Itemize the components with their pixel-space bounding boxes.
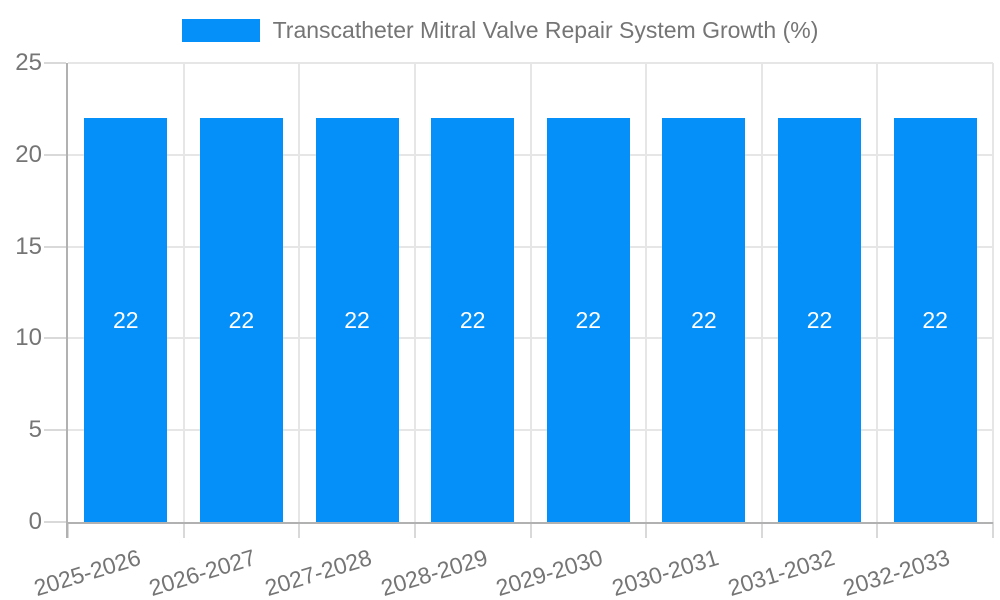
bar[interactable] [778,118,862,522]
bar[interactable] [546,118,630,522]
bar-value-label: 22 [113,307,139,334]
y-axis-label: 0 [28,508,42,535]
bar-value-label: 22 [922,307,948,334]
y-axis-label: 15 [15,232,42,260]
y-axis-tick [44,337,66,340]
x-axis-tick [992,522,994,538]
bar[interactable] [84,118,168,522]
y-axis-tick [44,153,66,156]
bar-value-label: 22 [459,307,486,334]
bar[interactable] [662,118,746,522]
bar-value-label: 22 [691,307,717,334]
y-axis-label: 10 [15,324,42,352]
plot-area: 22 22 22 22 22 22 22 22 0 5 10 15 20 25 2025-2026 2026-… [15,49,994,600]
bar-value-label: 22 [344,307,370,334]
gridline-vertical [876,63,879,522]
x-axis-line [66,522,993,524]
x-axis-tick [298,522,301,538]
legend: Transcatheter Mitral Valve Repair System… [0,17,1000,44]
bar-value-label: 22 [228,307,255,334]
x-axis-tick [67,522,69,538]
y-axis-tick [44,429,66,432]
y-axis-label: 25 [15,49,42,76]
y-axis-tick [44,521,66,523]
gridline-vertical [298,63,301,522]
legend-label: Transcatheter Mitral Valve Repair System… [272,17,819,43]
y-axis-label: 20 [15,140,42,168]
x-axis-tick [645,522,648,538]
gridline-vertical [645,63,648,522]
x-axis-tick [876,522,879,538]
bar[interactable] [431,118,515,522]
bar-value-label: 22 [806,307,833,334]
gridline-vertical [182,63,185,522]
gridline-vertical [992,63,994,522]
x-axis-tick [529,522,532,538]
x-axis-tick [413,522,416,538]
legend-swatch [181,19,260,42]
y-axis-label: 5 [28,416,42,444]
y-axis-tick [44,245,66,248]
bar[interactable] [199,118,283,522]
bar[interactable] [315,118,399,522]
y-axis-tick [44,62,66,64]
gridline-vertical [529,63,532,522]
gridline-vertical [760,63,763,522]
y-axis-line [66,63,68,538]
x-axis-tick [760,522,763,538]
x-axis-tick [182,522,185,538]
bar[interactable] [893,118,977,522]
gridline-vertical [413,63,416,522]
bar-value-label: 22 [575,307,602,334]
